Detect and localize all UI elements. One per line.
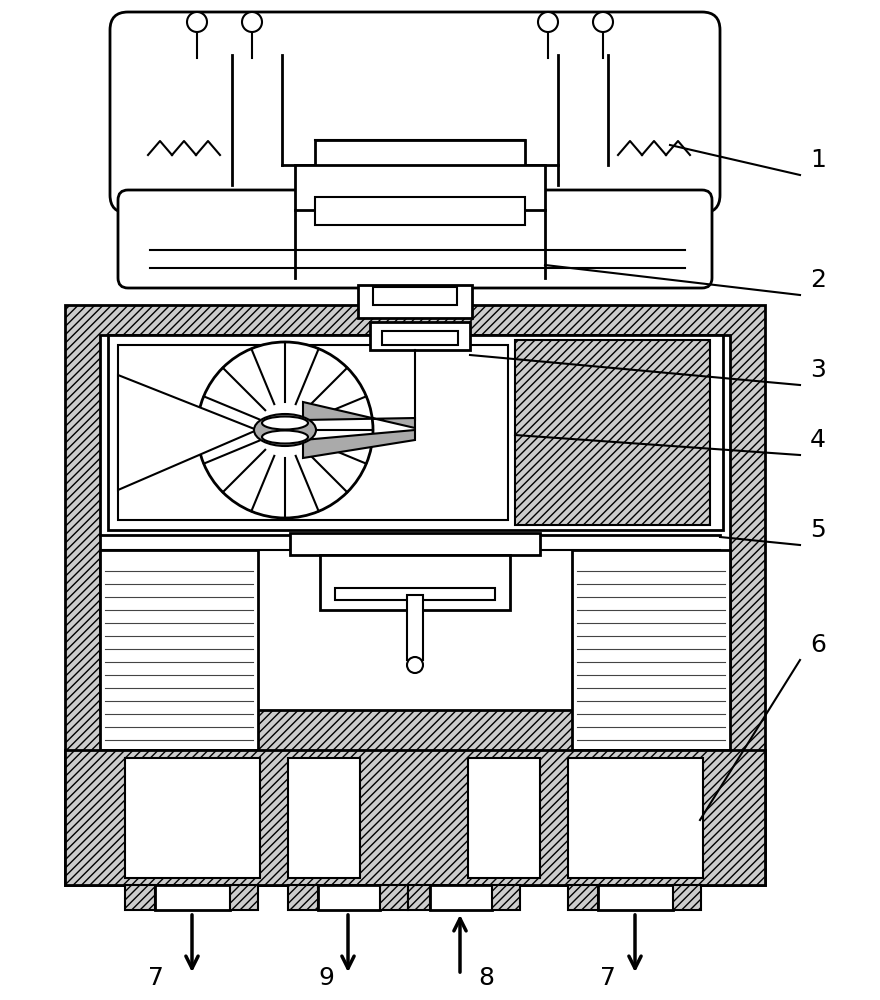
Ellipse shape — [262, 430, 308, 444]
Text: 5: 5 — [810, 518, 825, 542]
Bar — [100, 335, 730, 710]
Text: 7: 7 — [600, 966, 616, 990]
Bar — [380, 885, 408, 910]
Bar — [125, 885, 155, 910]
Bar — [155, 885, 230, 910]
Text: 4: 4 — [810, 428, 826, 452]
Bar — [100, 550, 258, 750]
Bar — [320, 555, 510, 610]
Text: 7: 7 — [148, 966, 164, 990]
Bar — [358, 285, 472, 318]
Text: 3: 3 — [810, 358, 825, 382]
Bar — [288, 758, 360, 878]
Polygon shape — [118, 375, 257, 490]
Circle shape — [197, 342, 373, 518]
Bar — [515, 340, 710, 525]
Circle shape — [407, 657, 423, 673]
Text: 1: 1 — [810, 148, 825, 172]
Bar — [295, 165, 545, 210]
Bar — [430, 885, 492, 910]
Bar — [598, 885, 673, 910]
Bar — [492, 885, 520, 910]
Polygon shape — [303, 430, 415, 458]
FancyBboxPatch shape — [118, 190, 712, 288]
Circle shape — [538, 12, 558, 32]
Bar — [407, 595, 423, 660]
Circle shape — [187, 12, 207, 32]
Bar — [65, 750, 765, 885]
Bar — [382, 331, 458, 345]
Circle shape — [593, 12, 613, 32]
Bar — [370, 322, 470, 350]
Bar — [290, 533, 540, 555]
Circle shape — [242, 12, 262, 32]
Bar — [315, 140, 525, 185]
Bar — [373, 287, 457, 305]
Text: 2: 2 — [810, 268, 826, 292]
Bar — [108, 335, 723, 530]
Bar — [65, 305, 765, 885]
Bar — [468, 758, 540, 878]
Bar — [673, 885, 701, 910]
Text: 8: 8 — [478, 966, 494, 990]
Bar — [568, 758, 703, 878]
Text: 9: 9 — [318, 966, 334, 990]
Polygon shape — [303, 402, 415, 428]
Bar — [335, 588, 495, 600]
Bar — [288, 885, 318, 910]
Bar — [125, 758, 260, 878]
Bar — [118, 345, 508, 520]
Bar — [572, 550, 730, 750]
Bar — [408, 885, 430, 910]
Ellipse shape — [262, 416, 308, 430]
Bar — [568, 885, 598, 910]
Bar — [318, 885, 380, 910]
Ellipse shape — [254, 414, 316, 446]
FancyBboxPatch shape — [110, 12, 720, 213]
Text: 6: 6 — [810, 633, 826, 657]
Bar — [315, 197, 525, 225]
Bar — [230, 885, 258, 910]
